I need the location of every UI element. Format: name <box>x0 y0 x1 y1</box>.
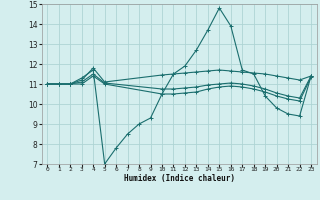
X-axis label: Humidex (Indice chaleur): Humidex (Indice chaleur) <box>124 174 235 183</box>
